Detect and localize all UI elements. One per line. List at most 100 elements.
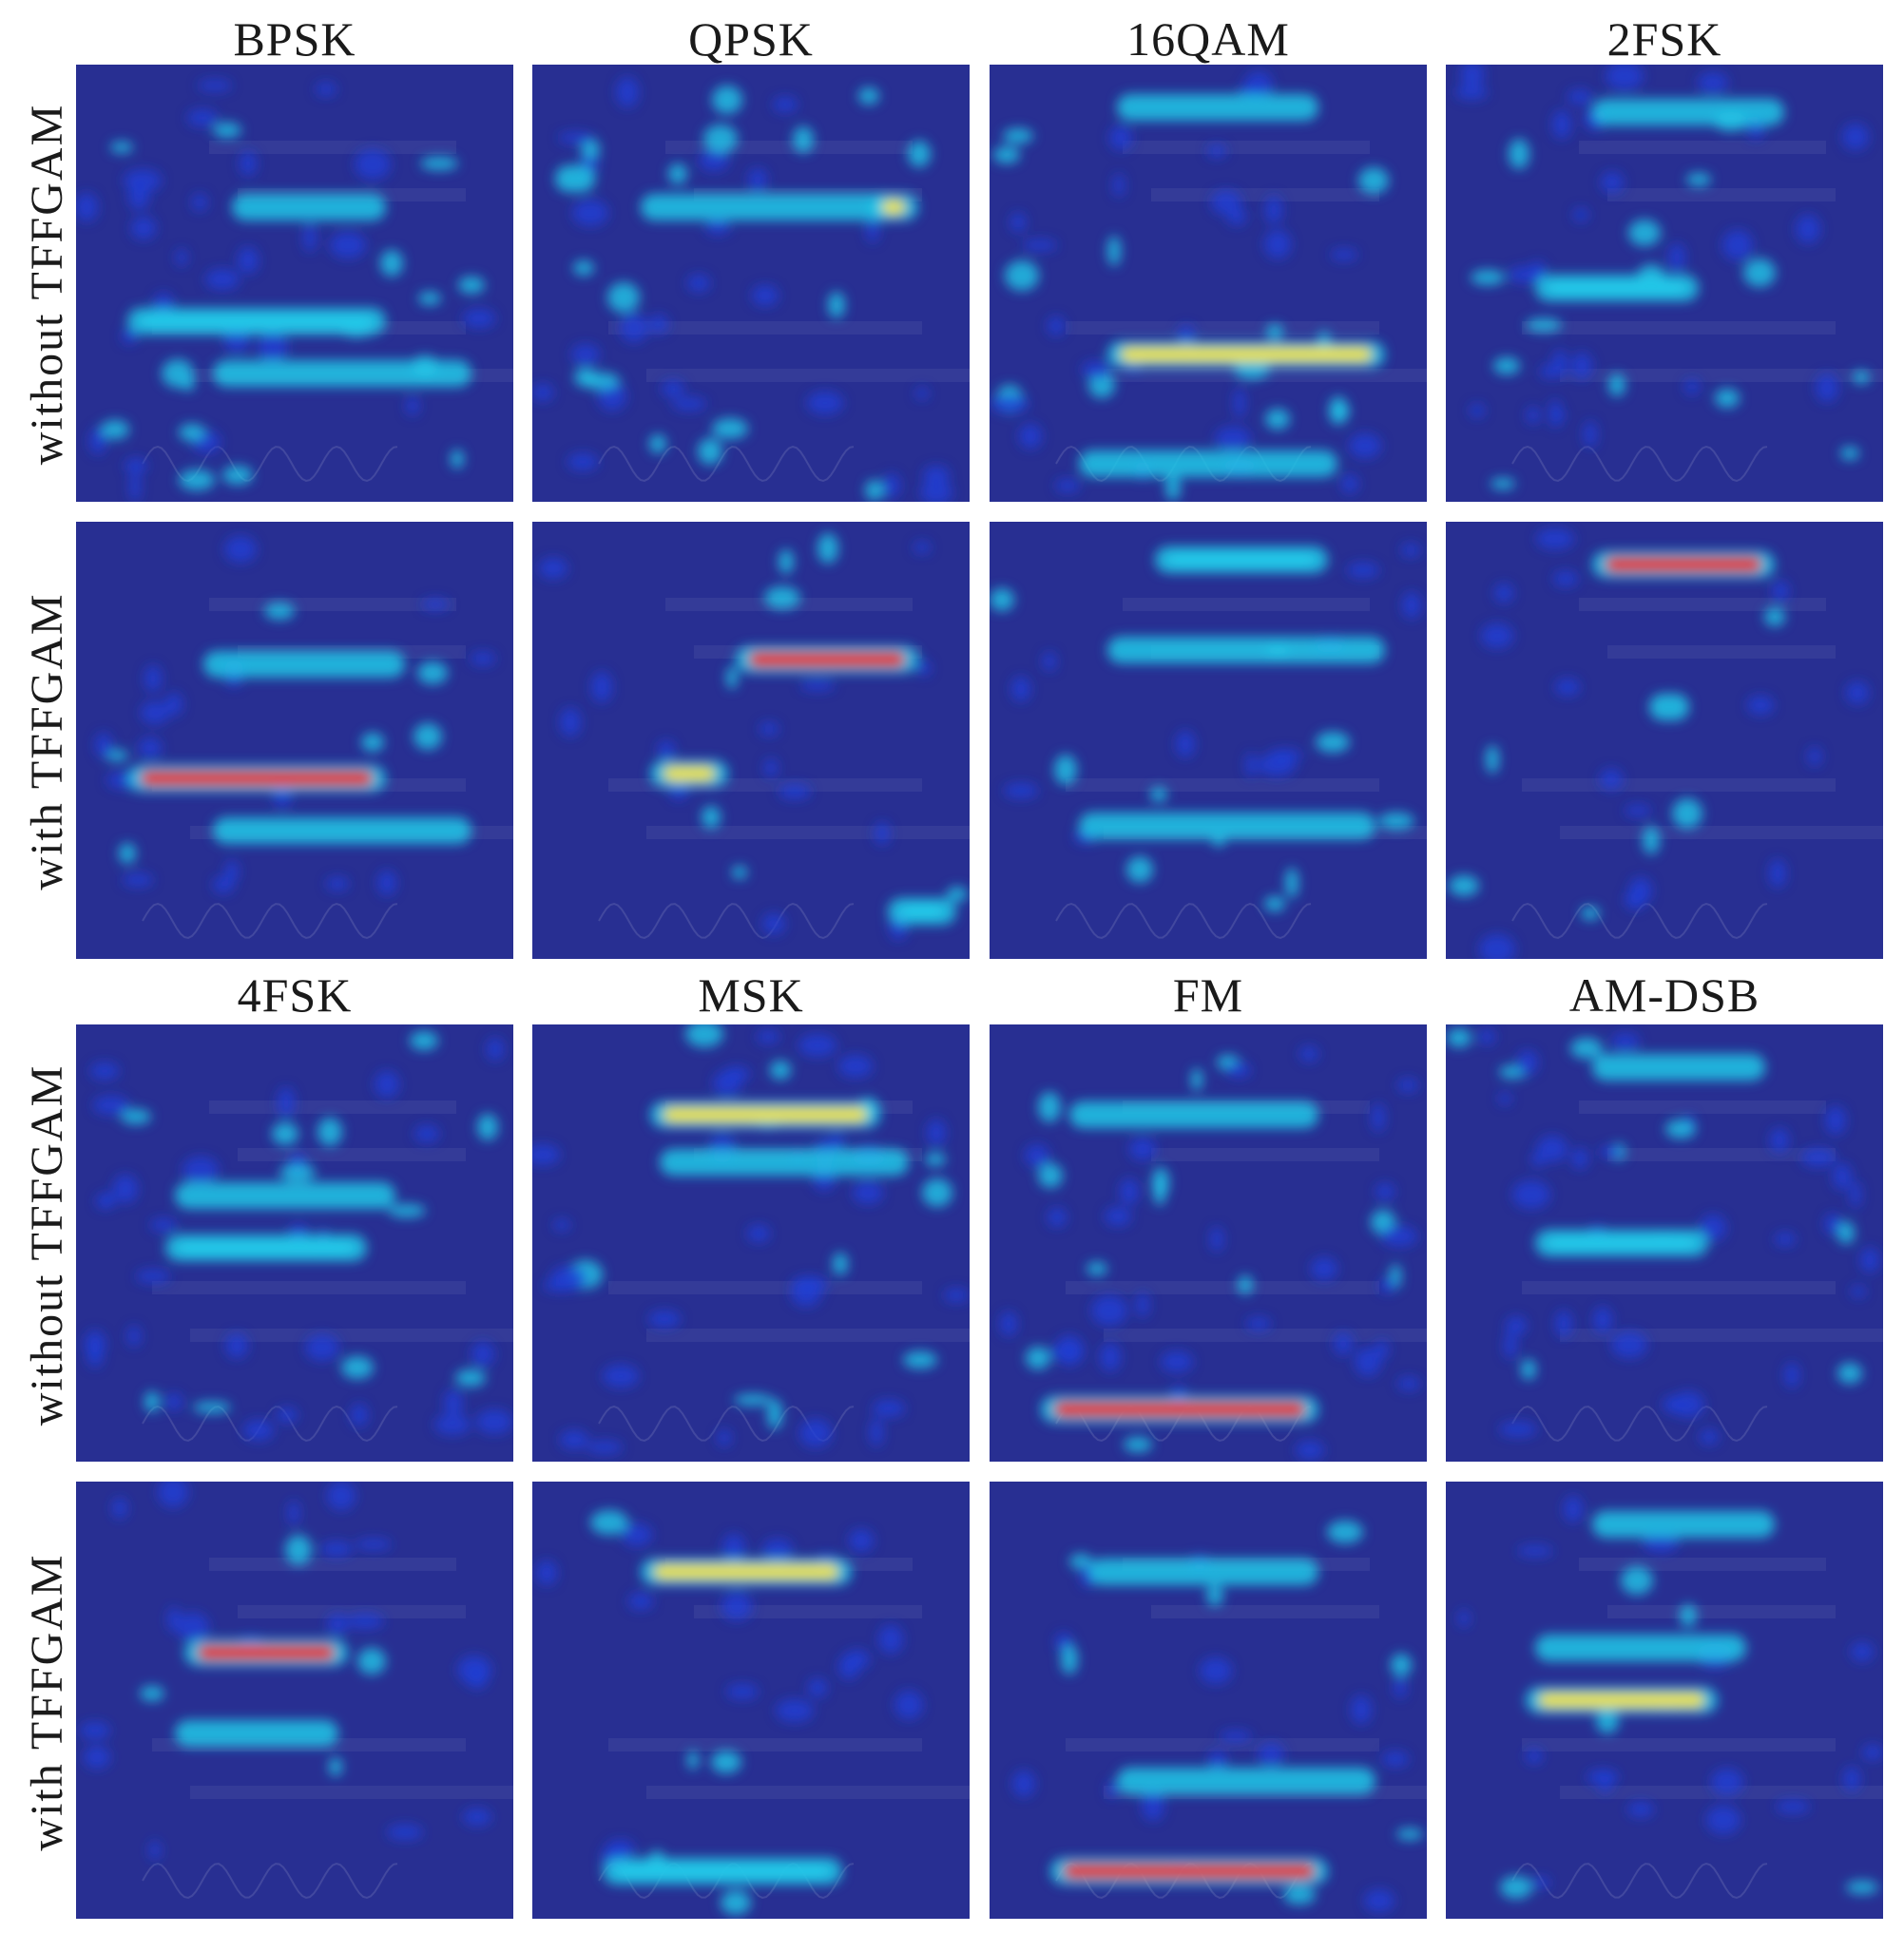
heatmap-canvas (76, 1024, 513, 1462)
overlay-bar (1104, 1329, 1427, 1342)
heat-speckle (1837, 1221, 1855, 1244)
overlay-bar (152, 1281, 466, 1294)
heat-speckle (1527, 407, 1540, 424)
heat-speckle (326, 877, 349, 890)
overlay-bar (1607, 1605, 1836, 1618)
heat-streak-core (1548, 280, 1685, 296)
heat-speckle (1264, 230, 1291, 258)
heat-speckle (713, 1071, 741, 1096)
heatmap-background (532, 522, 970, 959)
heat-speckle (607, 282, 640, 313)
overlay-bar (209, 598, 456, 611)
heat-speckle (1038, 1092, 1061, 1122)
heatmap-background (990, 65, 1427, 502)
heat-speckle (1504, 1332, 1517, 1359)
heatmap-bpsk-with-tffgam (76, 522, 513, 959)
heat-speckle (734, 1394, 772, 1406)
heat-speckle (870, 1418, 883, 1446)
heat-speckle (1003, 128, 1033, 144)
heat-speckle (1004, 783, 1038, 798)
heat-speckle (878, 1625, 903, 1654)
heat-speckle (1853, 371, 1870, 384)
heat-speckle (1105, 1207, 1131, 1226)
heat-speckle (1552, 350, 1567, 378)
heat-speckle (1551, 409, 1565, 422)
heat-speckle (849, 1529, 874, 1552)
heat-speckle (277, 1407, 298, 1423)
heat-speckle (1165, 474, 1181, 501)
heat-speckle (76, 193, 98, 221)
heat-speckle (718, 1429, 731, 1446)
heatmap-background (76, 65, 513, 502)
heat-speckle (1517, 1050, 1538, 1075)
heat-speckle (1048, 1208, 1067, 1227)
heat-speckle (125, 458, 147, 473)
heat-speckle (853, 1181, 883, 1204)
heat-speckle (1512, 1180, 1550, 1209)
heat-speckle (920, 480, 952, 502)
heat-speckle (1351, 1695, 1372, 1724)
heat-layer (1000, 1046, 1420, 1460)
heat-speckle (1500, 1876, 1532, 1899)
overlay-bar (1560, 826, 1883, 839)
heat-speckle (747, 1225, 770, 1242)
heat-speckle (757, 1030, 779, 1043)
heat-speckle (1391, 1654, 1412, 1676)
heat-speckle (990, 588, 1014, 611)
heatmap-canvas (76, 522, 513, 959)
heat-speckle (141, 701, 169, 724)
heat-speckle (1372, 1103, 1385, 1132)
col-title-4fsk: 4FSK (237, 968, 353, 1022)
heat-speckle (131, 217, 156, 239)
heat-speckle (866, 218, 879, 242)
heat-speckle (136, 1270, 170, 1283)
heat-speckle (179, 424, 205, 441)
heat-layer (1447, 1028, 1879, 1445)
heat-speckle (1329, 396, 1348, 425)
heat-speckle (1517, 1545, 1553, 1557)
heat-speckle (894, 1691, 923, 1719)
heat-speckle (1573, 208, 1588, 221)
heat-streak-core (1121, 347, 1372, 362)
heat-speckle (722, 1534, 745, 1560)
heat-speckle (1460, 65, 1485, 86)
heatmap-canvas (532, 1024, 970, 1462)
heatmap-canvas (532, 1482, 970, 1919)
overlay-bar (1123, 598, 1370, 611)
heatmap-background (990, 1024, 1427, 1462)
heat-speckle (417, 661, 448, 684)
heat-speckle (1596, 1709, 1619, 1733)
heat-speckle (1478, 1029, 1495, 1044)
heat-speckle (1715, 389, 1740, 408)
col-title-16qam: 16QAM (1126, 12, 1290, 66)
col-title-am-dsb: AM-DSB (1568, 968, 1760, 1022)
heat-speckle (1358, 167, 1389, 194)
heat-speckle (993, 146, 1020, 163)
heat-speckle (817, 533, 838, 564)
heat-speckle (883, 473, 900, 498)
heat-layer (76, 80, 495, 502)
heat-speckle (1124, 1437, 1152, 1452)
heat-speckle (779, 549, 794, 574)
heat-speckle (1449, 875, 1479, 896)
heat-speckle (320, 1541, 353, 1557)
heat-speckle (1402, 592, 1421, 619)
heat-speckle (1769, 859, 1786, 888)
heat-speckle (1378, 813, 1414, 830)
heat-speckle (1397, 1377, 1420, 1390)
overlay-waveform (1511, 445, 1768, 483)
heat-speckle (1684, 379, 1700, 394)
heat-streak (660, 1149, 909, 1176)
heat-speckle (1341, 474, 1358, 493)
heat-speckle (1593, 1307, 1612, 1333)
heat-speckle (434, 1414, 471, 1435)
heat-streak-core (1064, 1864, 1315, 1879)
heat-speckle (539, 558, 567, 579)
heat-speckle (1498, 1093, 1511, 1104)
col-title-2fsk: 2FSK (1606, 12, 1722, 66)
heat-speckle (1215, 427, 1251, 450)
overlay-bar (646, 369, 970, 382)
heat-speckle (699, 150, 729, 171)
heat-speckle (1176, 731, 1195, 757)
heat-speckle (1238, 1275, 1253, 1294)
